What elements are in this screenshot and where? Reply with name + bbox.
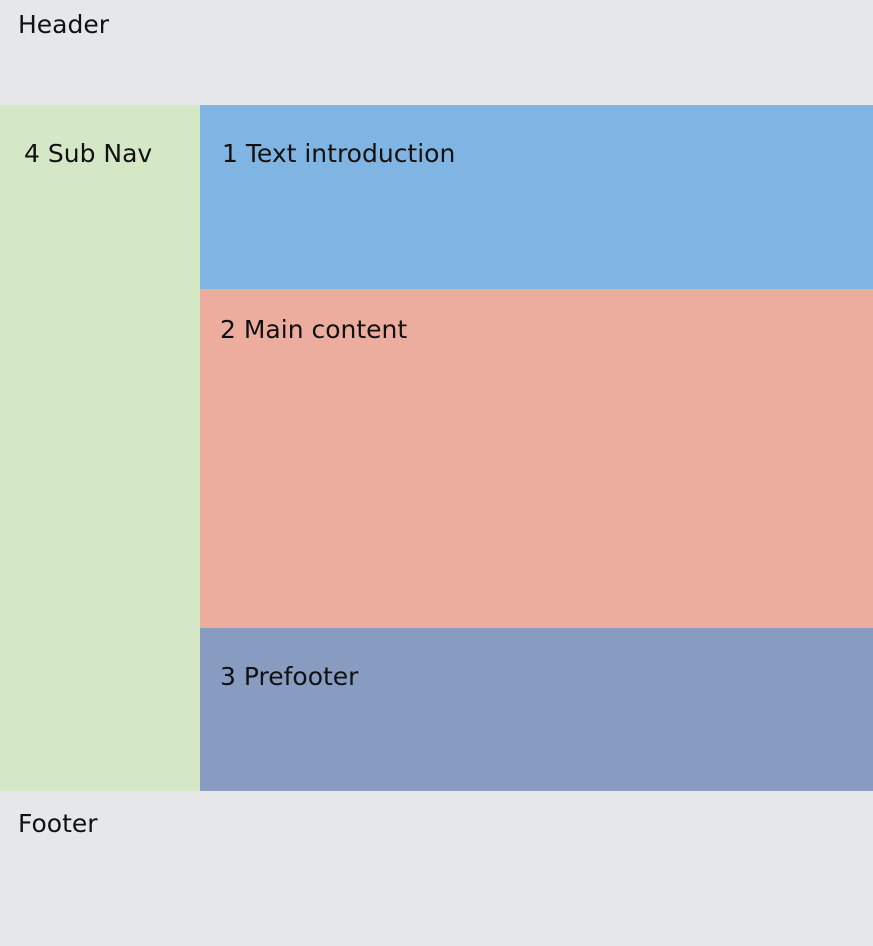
prefooter-region: 3 Prefooter [200,628,873,791]
main-content-label: 2 Main content [220,317,407,342]
main-content-region: 2 Main content [200,289,873,628]
prefooter-label: 3 Prefooter [220,664,358,689]
sub-nav-region: 4 Sub Nav [0,105,200,791]
footer-region: Footer [0,791,873,946]
footer-label: Footer [18,811,98,836]
header-region: Header [0,0,873,105]
sub-nav-label: 4 Sub Nav [24,141,152,166]
text-introduction-label: 1 Text introduction [222,141,455,166]
header-label: Header [18,12,109,37]
text-introduction-region: 1 Text introduction [200,105,873,289]
